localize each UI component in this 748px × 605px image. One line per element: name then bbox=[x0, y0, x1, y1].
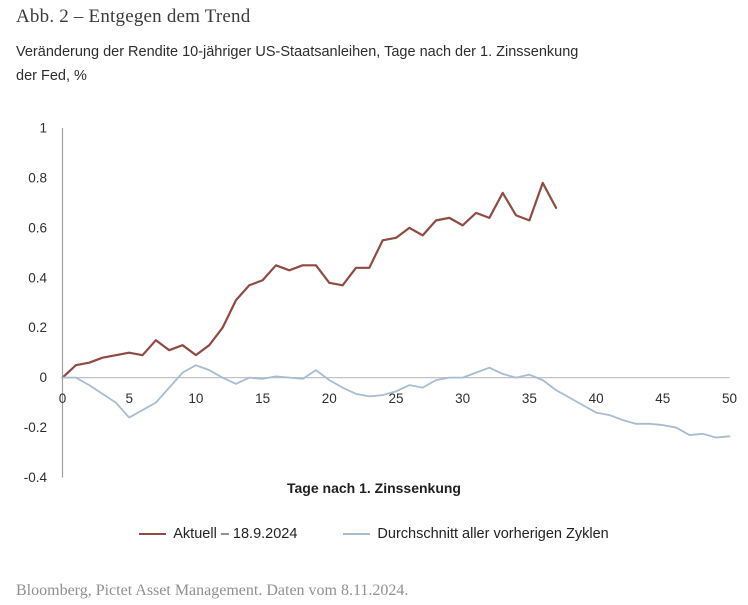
figure-subtitle-line1: Veränderung der Rendite 10-jähriger US-S… bbox=[16, 44, 579, 60]
legend-label-durchschnitt: Durchschnitt aller vorherigen Zyklen bbox=[377, 526, 609, 542]
legend-label-aktuell: Aktuell – 18.9.2024 bbox=[173, 526, 298, 542]
x-tick-label: 5 bbox=[125, 391, 133, 406]
aktuell-series-line bbox=[61, 181, 558, 379]
legend-item-aktuell: Aktuell – 18.9.2024 bbox=[139, 526, 297, 542]
durchschnitt-line-swatch bbox=[343, 533, 371, 535]
x-tick-label: 50 bbox=[722, 391, 737, 406]
y-tick-label: 0 bbox=[39, 370, 47, 385]
y-tick-label: 1 bbox=[39, 121, 47, 136]
x-tick-label: 0 bbox=[59, 391, 67, 406]
x-tick-label: 20 bbox=[322, 391, 337, 406]
y-tick-label: 0.4 bbox=[28, 270, 47, 285]
x-tick-label: 30 bbox=[455, 391, 470, 406]
figure-title: Abb. 2 – Entgegen dem Trend bbox=[16, 6, 251, 27]
x-tick-label: 25 bbox=[388, 391, 403, 406]
x-tick-label: 40 bbox=[589, 391, 604, 406]
aktuell-line-swatch bbox=[139, 533, 167, 535]
x-tick-label: 10 bbox=[188, 391, 203, 406]
source-note: Bloomberg, Pictet Asset Management. Date… bbox=[16, 582, 409, 599]
y-tick-label: 0.8 bbox=[28, 170, 47, 185]
y-tick-label: -0.4 bbox=[24, 470, 48, 485]
figure-subtitle: Veränderung der Rendite 10-jähriger US-S… bbox=[16, 40, 578, 88]
durchschnitt-series-line bbox=[61, 364, 731, 439]
chart-legend: Aktuell – 18.9.2024 Durchschnitt aller v… bbox=[0, 526, 748, 542]
legend-item-durchschnitt: Durchschnitt aller vorherigen Zyklen bbox=[343, 526, 609, 542]
figure-subtitle-line2: der Fed, % bbox=[16, 68, 87, 84]
y-tick-labels: 1 0.8 0.6 0.4 0.2 0 -0.2 -0.4 bbox=[24, 121, 48, 486]
x-tick-label: 45 bbox=[655, 391, 670, 406]
y-tick-label: 0.6 bbox=[28, 220, 47, 235]
x-tick-label: 15 bbox=[255, 391, 270, 406]
x-tick-labels: 0 5 10 15 20 25 30 35 40 45 50 bbox=[59, 391, 737, 406]
x-axis-title: Tage nach 1. Zinssenkung bbox=[286, 480, 461, 496]
y-tick-label: -0.2 bbox=[24, 420, 47, 435]
y-tick-label: 0.2 bbox=[28, 320, 47, 335]
x-tick-label: 35 bbox=[522, 391, 537, 406]
